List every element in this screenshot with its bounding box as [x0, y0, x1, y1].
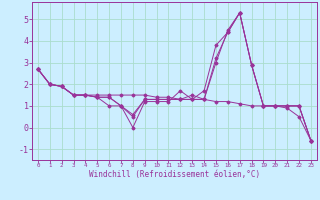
X-axis label: Windchill (Refroidissement éolien,°C): Windchill (Refroidissement éolien,°C) — [89, 170, 260, 179]
